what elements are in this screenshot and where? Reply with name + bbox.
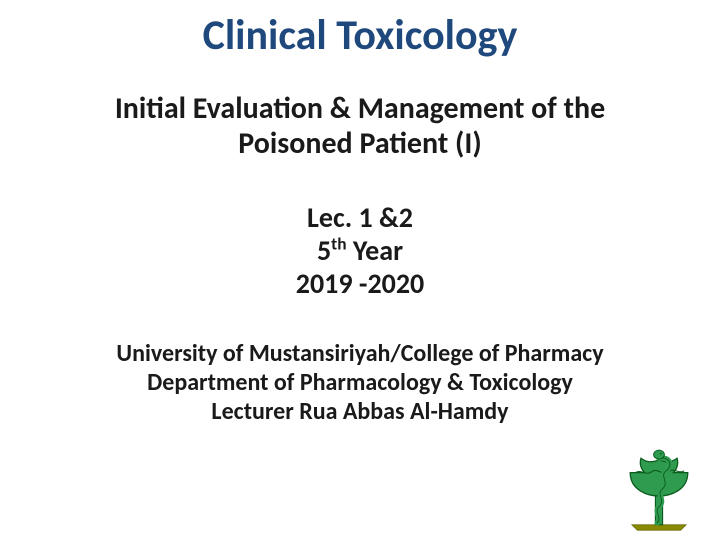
- subtitle-block: Initial Evaluation & Management of the P…: [0, 92, 720, 161]
- main-title: Clinical Toxicology: [0, 14, 720, 58]
- affiliation-line-1: University of Mustansiriyah/College of P…: [0, 340, 720, 369]
- lecture-block: Lec. 1 &2 5th Year 2019 -2020: [0, 201, 720, 300]
- lecture-line-1: Lec. 1 &2: [0, 201, 720, 234]
- year-prefix: 5: [317, 233, 331, 268]
- slide: Clinical Toxicology Initial Evaluation &…: [0, 0, 720, 540]
- lecture-line-3: 2019 -2020: [0, 267, 720, 300]
- pharmacy-logo-icon: [614, 442, 704, 532]
- year-suffix: Year: [347, 233, 404, 268]
- subtitle-line-2: Poisoned Patient (I): [0, 127, 720, 162]
- year-sup: th: [331, 233, 346, 255]
- affiliation-line-3: Lecturer Rua Abbas Al-Hamdy: [0, 398, 720, 427]
- affiliation-line-2: Department of Pharmacology & Toxicology: [0, 369, 720, 398]
- lecture-line-2: 5th Year: [0, 234, 720, 267]
- subtitle-line-1: Initial Evaluation & Management of the: [0, 92, 720, 127]
- affiliation-block: University of Mustansiriyah/College of P…: [0, 340, 720, 426]
